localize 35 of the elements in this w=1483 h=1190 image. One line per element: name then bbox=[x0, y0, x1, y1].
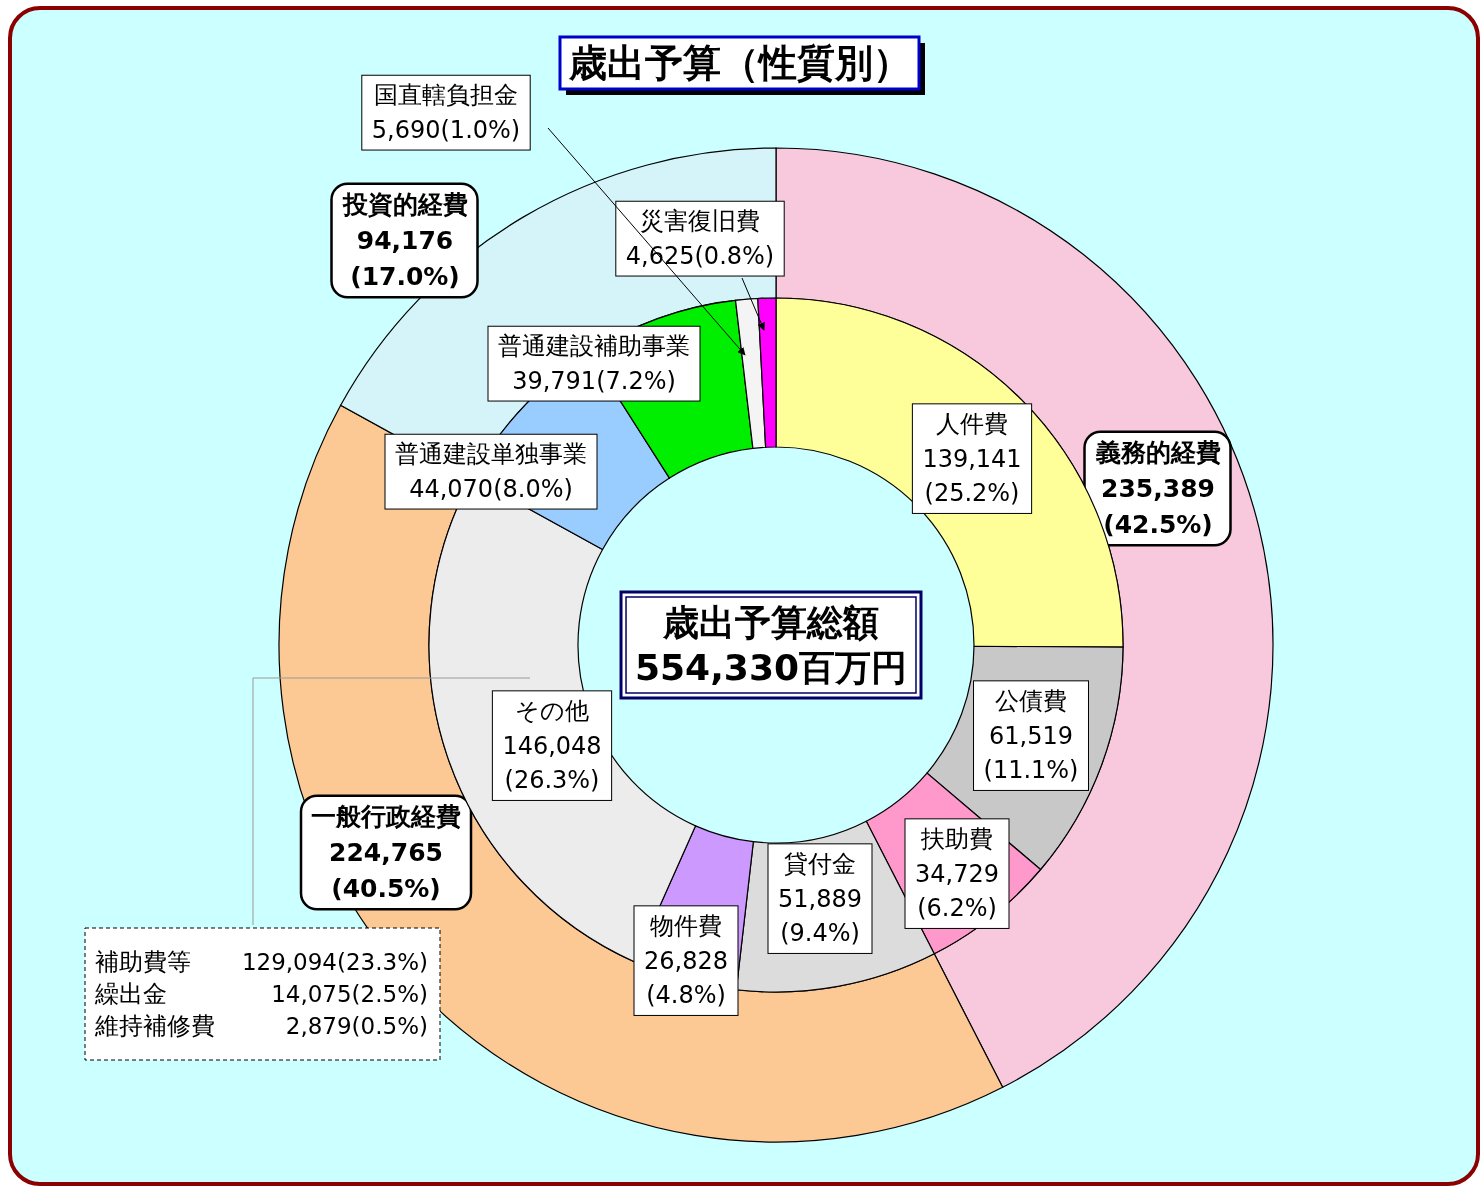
slice-label: 一般行政経費 bbox=[311, 801, 461, 831]
data-label: 61,519 (11.1%) bbox=[983, 721, 1079, 785]
slice-label: 貸付金 bbox=[784, 849, 856, 878]
slice-label: 災害復旧費 bbox=[640, 207, 760, 236]
text: 繰出金 bbox=[94, 980, 167, 1008]
text: 2,879(0.5%) bbox=[285, 1013, 428, 1039]
slice-label: 扶助費 bbox=[920, 824, 993, 853]
text: 14,075(2.5%) bbox=[271, 981, 428, 1007]
data-label: 34,729 (6.2%) bbox=[915, 859, 999, 923]
data-label: 224,765 (40.5%) bbox=[329, 838, 443, 904]
data-label: 5,690(1.0%) bbox=[371, 116, 521, 145]
chart-title: 歳出予算（性質別） bbox=[568, 41, 911, 85]
slice-label: その他 bbox=[515, 696, 589, 725]
text: 補助費等 bbox=[95, 948, 191, 976]
slice-label: 投資的経費 bbox=[341, 189, 468, 219]
text: 歳出予算総額 bbox=[662, 602, 879, 643]
slice-label: 普通建設補助事業 bbox=[498, 332, 690, 361]
text: 維持補修費 bbox=[94, 1012, 215, 1040]
slice-label: 物件費 bbox=[650, 911, 722, 940]
slice-label: 義務的経費 bbox=[1094, 437, 1221, 467]
data-label: 146,048 (26.3%) bbox=[502, 731, 602, 795]
data-label: 139,141 (25.2%) bbox=[922, 444, 1022, 508]
slice-label: 国直轄負担金 bbox=[374, 81, 518, 110]
slice-label: 公債費 bbox=[995, 686, 1067, 715]
data-label: 235,389 (42.5%) bbox=[1101, 474, 1215, 540]
data-label: 39,791(7.2%) bbox=[512, 367, 676, 396]
data-label: 26,828 (4.8%) bbox=[644, 946, 728, 1010]
text: 554,330百万円 bbox=[635, 647, 907, 688]
data-label: 51,889 (9.4%) bbox=[778, 884, 862, 948]
data-label: 94,176 (17.0%) bbox=[350, 226, 460, 292]
slice-label: 普通建設単独事業 bbox=[395, 440, 587, 469]
text: 129,094(23.3%) bbox=[241, 949, 428, 975]
data-label: 44,070(8.0%) bbox=[409, 475, 573, 504]
data-label: 4,625(0.8%) bbox=[625, 242, 775, 271]
slice-label: 人件費 bbox=[936, 409, 1008, 438]
